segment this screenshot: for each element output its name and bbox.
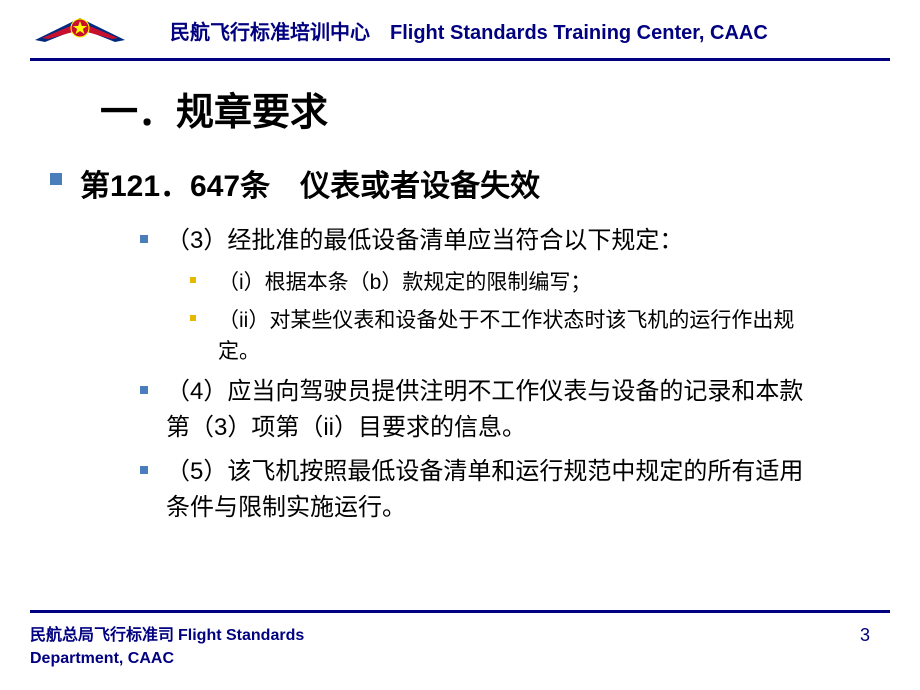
bullet-icon bbox=[140, 466, 148, 474]
section-heading-text: 第121．647条 仪表或者设备失效 bbox=[80, 161, 540, 205]
header-title: 民航飞行标准培训中心 Flight Standards Training Cen… bbox=[170, 16, 768, 45]
bullet-icon bbox=[140, 386, 148, 394]
sub-list-item-text: （ii）对某些仪表和设备处于不工作状态时该飞机的运行作出规定。 bbox=[218, 305, 808, 368]
bullet-icon bbox=[140, 235, 148, 243]
list-item-text: （3）经批准的最低设备清单应当符合以下规定： bbox=[166, 223, 683, 259]
footer-dept-en-1: Flight Standards bbox=[178, 627, 304, 644]
list-item: （4）应当向驾驶员提供注明不工作仪表与设备的记录和本款第（3）项第（ii）目要求… bbox=[140, 374, 870, 446]
footer-dept-en-2: Department, CAAC bbox=[30, 650, 174, 667]
bullet-icon bbox=[190, 277, 196, 283]
footer-divider bbox=[30, 610, 890, 613]
header: 民航飞行标准培训中心 Flight Standards Training Cen… bbox=[0, 0, 920, 50]
bullet-icon bbox=[50, 173, 62, 185]
section-heading: 第121．647条 仪表或者设备失效 bbox=[50, 161, 870, 205]
list-item: （5）该飞机按照最低设备清单和运行规范中规定的所有适用条件与限制实施运行。 bbox=[140, 454, 870, 526]
slide-content: 一．规章要求 第121．647条 仪表或者设备失效 （3）经批准的最低设备清单应… bbox=[0, 61, 920, 526]
footer-dept: 民航总局飞行标准司 Flight Standards Department, C… bbox=[30, 625, 304, 670]
list-item: （3）经批准的最低设备清单应当符合以下规定： bbox=[140, 223, 870, 259]
footer-dept-cn: 民航总局飞行标准司 bbox=[30, 627, 174, 644]
sub-list-item-text: （i）根据本条（b）款规定的限制编写； bbox=[218, 267, 591, 299]
bullet-icon bbox=[190, 315, 196, 321]
list-item-text: （5）该飞机按照最低设备清单和运行规范中规定的所有适用条件与限制实施运行。 bbox=[166, 454, 806, 526]
slide-title: 一．规章要求 bbox=[100, 81, 870, 136]
footer: 民航总局飞行标准司 Flight Standards Department, C… bbox=[30, 610, 890, 670]
footer-content: 民航总局飞行标准司 Flight Standards Department, C… bbox=[30, 625, 890, 670]
list-item-text: （4）应当向驾驶员提供注明不工作仪表与设备的记录和本款第（3）项第（ii）目要求… bbox=[166, 374, 806, 446]
header-title-cn: 民航飞行标准培训中心 bbox=[170, 16, 370, 45]
caac-logo bbox=[30, 10, 130, 50]
header-title-en: Flight Standards Training Center, CAAC bbox=[390, 22, 768, 45]
sub-list-item: （ii）对某些仪表和设备处于不工作状态时该飞机的运行作出规定。 bbox=[190, 305, 870, 368]
sub-list-item: （i）根据本条（b）款规定的限制编写； bbox=[190, 267, 870, 299]
page-number: 3 bbox=[860, 625, 870, 646]
